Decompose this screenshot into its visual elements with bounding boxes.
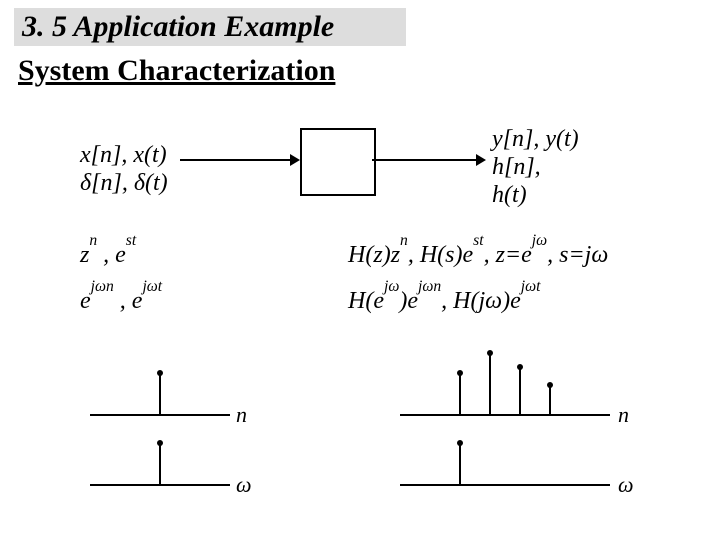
stem-dot [457, 370, 463, 376]
stem-dot [157, 440, 163, 446]
stem [489, 353, 491, 415]
axis [400, 414, 610, 416]
input-label-line2: δ[n], δ(t) [80, 170, 168, 197]
stem-dot [457, 440, 463, 446]
stem [159, 443, 161, 485]
stem [549, 385, 551, 415]
input-label-line1: x[n], x(t) [80, 142, 167, 169]
axis-label: n [618, 402, 629, 428]
eq-left-1: ejωn , ejωt [80, 286, 162, 315]
stem-dot [547, 382, 553, 388]
axis-label: ω [618, 472, 634, 498]
subtitle: System Characterization [18, 54, 335, 88]
output-label-line3: h(t) [492, 182, 527, 209]
output-label-line1: y[n], y(t) [492, 126, 579, 153]
axis-label: ω [236, 472, 252, 498]
system-box [300, 128, 376, 196]
stem [459, 443, 461, 485]
axis [400, 484, 610, 486]
eq-left-0: zn , est [80, 240, 136, 269]
stem [159, 373, 161, 415]
stem [519, 367, 521, 415]
eq-right-1: H(ejω)ejωn, H(jω)ejωt [348, 286, 540, 315]
stem-dot [157, 370, 163, 376]
stem [459, 373, 461, 415]
title-text: 3. 5 Application Example [22, 10, 334, 44]
stem-dot [487, 350, 493, 356]
output-label-line2: h[n], [492, 154, 541, 181]
eq-right-0: H(z)zn, H(s)est, z=ejω, s=jω [348, 240, 608, 269]
stem-dot [517, 364, 523, 370]
axis-label: n [236, 402, 247, 428]
slide: 3. 5 Application Example System Characte… [0, 0, 720, 540]
